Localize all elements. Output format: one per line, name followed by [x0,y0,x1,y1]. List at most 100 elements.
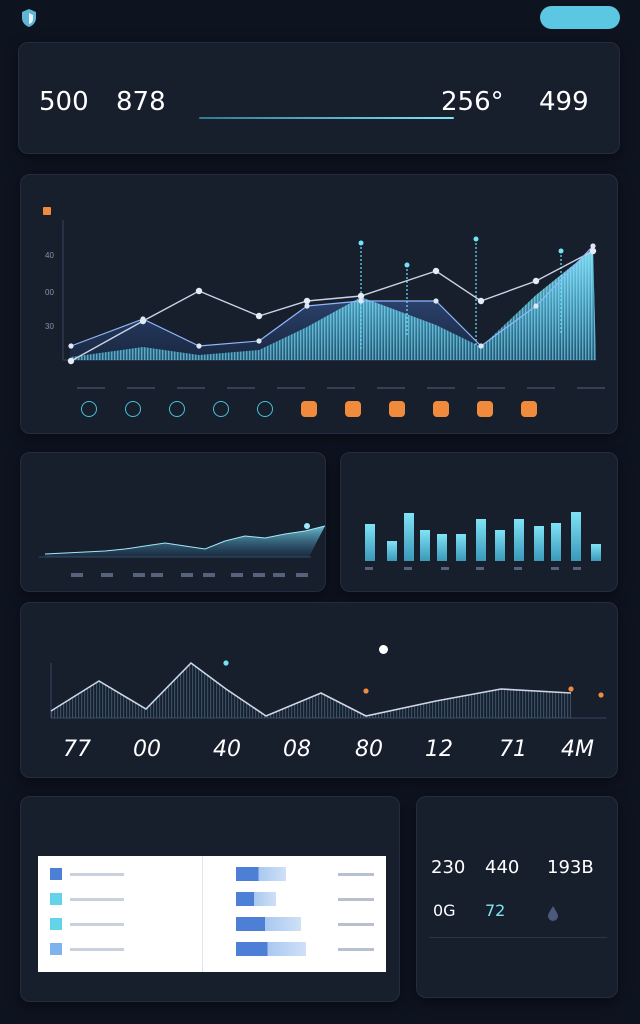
series-line [70,250,594,362]
line-chart [50,660,606,719]
bar [456,534,466,561]
y-tick-label: 40 [45,251,54,260]
area-line [44,525,326,555]
row-bar [236,867,286,881]
x-tick-label [101,573,113,577]
area-end-point [304,523,310,529]
camera-icon[interactable] [389,401,405,417]
primary-action-button[interactable] [540,6,620,29]
gesture-icon[interactable] [213,401,229,417]
row-color-marker [50,918,62,930]
row-bar [236,892,276,906]
bar [365,524,375,561]
shield-logo-icon[interactable] [20,8,38,28]
kpi-value: 230 [431,857,466,878]
series-point [223,660,229,666]
stats-panel: 500 878 256° 499 [18,42,620,154]
progress-line [199,117,454,119]
bar [514,519,524,561]
camera-icon[interactable] [521,401,537,417]
row-name [70,873,124,876]
bar [420,530,430,561]
x-tick-label [133,573,145,577]
stat-value: 499 [539,87,589,117]
row-name [70,898,124,901]
bar-chart-panel [340,452,618,592]
series-point [532,277,540,285]
metric-value: 12 [425,737,453,762]
kpi-small-value: 0G [433,901,456,920]
row-name [70,948,124,951]
y-tick-label: 30 [45,322,54,331]
marker-dot [558,248,564,254]
series-point [68,343,74,349]
series-point [589,247,597,255]
bookmark-icon[interactable] [257,401,273,417]
legend-dot [379,645,388,654]
row-bar [236,917,301,931]
bar [404,513,414,561]
metric-value: 71 [499,737,527,762]
stat-value: 878 [116,87,166,117]
camera-icon[interactable] [477,401,493,417]
x-tick-label [71,573,83,577]
series-point [433,298,439,304]
camera-icon[interactable] [345,401,361,417]
x-tick-label [296,573,308,577]
series-point [598,692,604,698]
line-area-hatch [51,663,571,718]
x-tick-label [181,573,193,577]
area-chart-panel [20,452,326,592]
series-line [50,661,572,717]
camera-icon[interactable] [301,401,317,417]
series-point [477,297,485,305]
series-point [432,267,440,275]
drop-icon [548,906,558,921]
camera-icon[interactable] [433,401,449,417]
marker-dot [404,262,410,268]
chat-icon[interactable] [81,401,97,417]
x-tick-label [441,567,449,570]
chat-icon[interactable] [169,401,185,417]
legend-marker [43,207,51,215]
series-point [255,312,263,320]
row-value [338,873,374,876]
stat-value: 500 [39,87,89,117]
data-table [38,856,386,972]
bar [387,541,397,561]
metric-value: 4M [561,737,594,762]
series-point [478,343,484,349]
row-value [338,923,374,926]
row-value [338,948,374,951]
x-tick-label [151,573,163,577]
series-point [67,357,75,365]
row-color-marker [50,868,62,880]
series-point [195,287,203,295]
x-tick-label [551,567,559,570]
metric-value: 00 [133,737,161,762]
row-color-marker [50,943,62,955]
series-point [363,688,369,694]
row-name [70,923,124,926]
top-bar [0,0,640,36]
series-point [196,343,202,349]
row-color-marker [50,893,62,905]
y-tick-label: 00 [45,288,54,297]
bar [495,530,505,561]
x-tick-label [404,567,412,570]
series-point [590,243,596,249]
marker-dot [358,240,364,246]
x-tick-label [203,573,215,577]
kpi-value: 193B [547,857,594,878]
area-series [45,526,325,557]
chat-icon[interactable] [125,401,141,417]
kpi-small-value: 72 [485,901,506,920]
series-line [70,245,594,347]
series-point [256,338,262,344]
line-chart-panel: 77 00 40 08 80 12 71 4M [20,602,618,778]
table-divider [202,856,203,972]
x-tick-label [573,567,581,570]
stat-value: 256° [441,87,504,117]
divider [429,937,607,938]
main-chart-panel: 40 00 30 [20,174,618,434]
